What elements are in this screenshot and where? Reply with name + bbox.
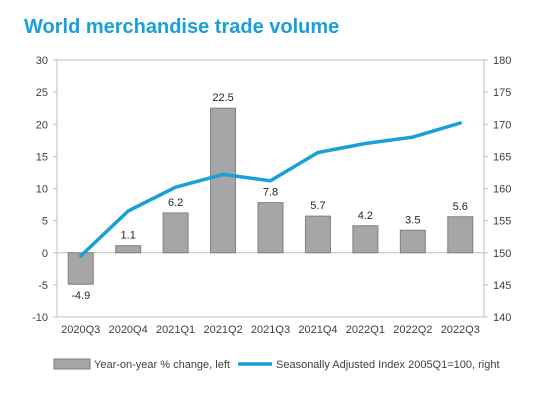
left-axis-tick-label: 5 xyxy=(42,216,48,228)
bar-data-label: 7.8 xyxy=(263,187,278,199)
right-axis-tick-label: 180 xyxy=(493,55,511,67)
right-axis-tick-label: 150 xyxy=(493,248,511,260)
left-axis-tick-label: 10 xyxy=(36,184,48,196)
right-axis-tick-label: 145 xyxy=(493,280,511,292)
legend-bar-label: Year-on-year % change, left xyxy=(94,359,230,371)
bar-data-label: 22.5 xyxy=(212,92,233,104)
right-axis-tick-label: 175 xyxy=(493,87,511,99)
left-axis-tick-label: 15 xyxy=(36,151,48,163)
bar xyxy=(210,107,237,254)
left-axis-tick-label: -10 xyxy=(32,312,48,324)
x-axis-tick-label: 2020Q4 xyxy=(109,324,148,336)
bar-data-label: 5.6 xyxy=(453,201,468,213)
x-axis-tick-label: 2021Q3 xyxy=(251,324,290,336)
bar-data-label: 3.5 xyxy=(405,214,420,226)
bar xyxy=(67,252,94,285)
x-axis-tick-label: 2021Q2 xyxy=(203,324,242,336)
left-axis-tick-label: 20 xyxy=(36,119,48,131)
right-axis-tick-label: 170 xyxy=(493,119,511,131)
bar-data-label: 6.2 xyxy=(168,197,183,209)
x-axis-tick-label: 2022Q3 xyxy=(441,324,480,336)
chart-title: World merchandise trade volume xyxy=(24,16,340,38)
bar xyxy=(162,212,189,254)
legend-bar-swatch xyxy=(53,358,91,370)
x-axis-tick-label: 2020Q3 xyxy=(61,324,100,336)
left-axis-tick-label: -5 xyxy=(38,280,48,292)
right-axis-tick-label: 155 xyxy=(493,216,511,228)
x-axis-tick-label: 2021Q1 xyxy=(156,324,195,336)
x-axis-tick-label: 2021Q4 xyxy=(298,324,337,336)
legend-line-label: Seasonally Adjusted Index 2005Q1=100, ri… xyxy=(276,359,500,371)
left-axis-tick-label: 30 xyxy=(36,55,48,67)
bar xyxy=(115,245,142,254)
right-axis-tick-label: 165 xyxy=(493,151,511,163)
right-axis-tick-label: 160 xyxy=(493,184,511,196)
bar xyxy=(352,225,379,254)
left-axis-tick-label: 0 xyxy=(42,248,48,260)
bar xyxy=(447,216,474,254)
bar-data-label: 5.7 xyxy=(310,200,325,212)
bar-data-label: -4.9 xyxy=(71,290,90,302)
x-axis-tick-label: 2022Q1 xyxy=(346,324,385,336)
bar-data-label: 4.2 xyxy=(358,210,373,222)
bar xyxy=(257,202,284,254)
left-axis-tick-label: 25 xyxy=(36,87,48,99)
right-axis-tick-label: 140 xyxy=(493,312,511,324)
bar-data-label: 1.1 xyxy=(121,230,136,242)
bar xyxy=(304,215,331,254)
bar xyxy=(399,229,426,254)
x-axis-tick-label: 2022Q2 xyxy=(393,324,432,336)
